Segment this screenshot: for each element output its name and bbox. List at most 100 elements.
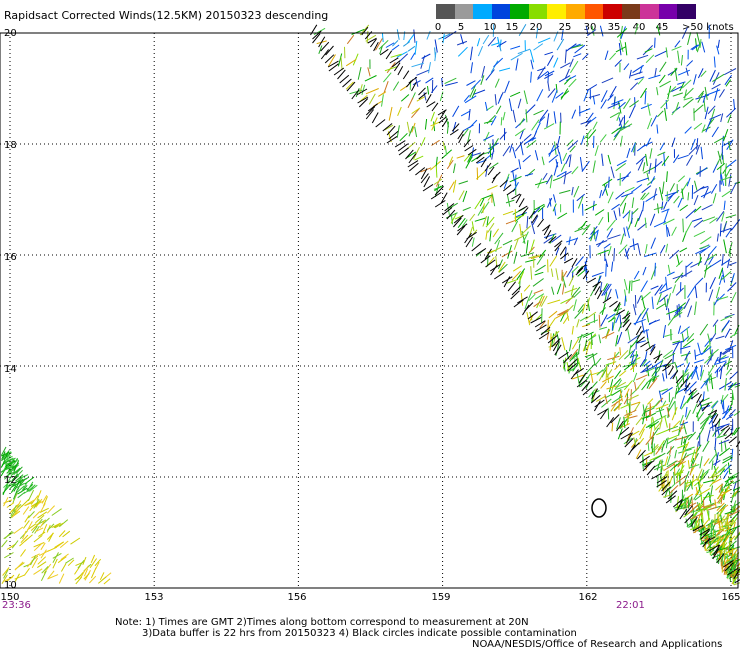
wind-barb (657, 203, 660, 214)
wind-barb (492, 139, 495, 153)
wind-barb (659, 282, 667, 292)
wind-barb (530, 59, 534, 70)
wind-barb (497, 94, 503, 104)
wind-barb (712, 72, 720, 85)
wind-barb (571, 166, 579, 175)
wind-barb (711, 460, 714, 470)
wind-barb (535, 122, 541, 133)
wind-barb (637, 77, 644, 85)
wind-barb (637, 340, 646, 344)
wind-barb (604, 394, 608, 405)
flagged-barb (434, 200, 446, 208)
wind-barb (648, 319, 661, 325)
flagged-barb (639, 455, 650, 464)
wind-barb (727, 382, 734, 391)
scale-label-20: 20 (529, 22, 543, 33)
wind-barb (684, 481, 686, 492)
wind-barb (601, 368, 608, 378)
wind-barb (499, 67, 511, 72)
wind-barb (682, 98, 694, 108)
flagged-barb (636, 336, 645, 344)
wind-barb (52, 552, 62, 559)
wind-barb (690, 508, 704, 513)
wind-barb (630, 184, 643, 193)
wind-barb (640, 87, 648, 99)
wind-barb (720, 495, 723, 505)
wind-barb (669, 463, 678, 472)
wind-barb (637, 210, 643, 221)
wind-barb (697, 257, 703, 266)
wind-barb (607, 102, 621, 109)
flagged-barb (626, 432, 633, 444)
wind-barb (37, 511, 48, 519)
wind-barb (573, 185, 580, 198)
wind-barb (492, 228, 500, 238)
wind-barb (723, 239, 727, 254)
wind-barb (529, 49, 535, 63)
wind-barb (597, 249, 609, 255)
wind-barb (611, 261, 614, 272)
notes: Note: 1) Times are GMT 2)Times along bot… (115, 617, 577, 639)
wind-barb (524, 300, 529, 310)
flagged-barb (369, 38, 377, 48)
flagged-barb (491, 174, 498, 184)
wind-barb (574, 227, 584, 233)
flagged-barb (696, 398, 704, 408)
wind-barb (721, 346, 732, 355)
wind-barb (3, 496, 9, 507)
wind-barb (680, 401, 687, 410)
wind-barb (623, 98, 631, 110)
flagged-barb (667, 490, 678, 500)
wind-barb (489, 230, 492, 242)
wind-barb (666, 171, 668, 183)
wind-barb (702, 216, 716, 222)
wind-barb (708, 412, 718, 425)
wind-barb (548, 317, 556, 328)
wind-barb (517, 48, 531, 55)
wind-barb (696, 427, 705, 440)
flagged-barb (542, 224, 551, 232)
wind-barb (704, 106, 709, 120)
wind-barb (11, 481, 22, 488)
wind-barb (505, 199, 515, 204)
flagged-barb (651, 472, 663, 480)
wind-barb (519, 118, 525, 126)
wind-barb (731, 389, 735, 400)
wind-barb (640, 369, 649, 374)
wind-barb (719, 486, 723, 495)
flagged-barb (518, 198, 525, 208)
wind-barb (60, 563, 67, 572)
wind-barb (645, 153, 648, 166)
flagged-barb (518, 205, 528, 212)
wind-barb (668, 396, 674, 408)
wind-barb (411, 62, 424, 68)
wind-barb (654, 161, 663, 169)
wind-barb (700, 378, 709, 389)
wind-barb (685, 480, 695, 484)
wind-barb (654, 284, 663, 296)
wind-barb (701, 517, 711, 528)
wind-barb (564, 287, 578, 294)
wind-barb (661, 201, 664, 210)
wind-barb (611, 351, 620, 361)
wind-barb (501, 250, 513, 258)
wind-barb (14, 573, 20, 582)
wind-barb (590, 333, 593, 346)
wind-barb (673, 471, 676, 485)
wind-barb (596, 369, 604, 376)
wind-barb (585, 363, 596, 374)
wind-barb (710, 519, 718, 533)
wind-barb (704, 86, 708, 100)
wind-barb (708, 348, 719, 358)
wind-barb (726, 358, 731, 370)
wind-barb (452, 179, 457, 193)
wind-barb (716, 502, 725, 511)
flagged-barb (407, 160, 419, 168)
flagged-barb (679, 508, 688, 520)
wind-barb (577, 357, 582, 372)
wind-barb (398, 53, 409, 63)
wind-barb (582, 331, 594, 338)
wind-barb (684, 362, 691, 373)
wind-barb (637, 243, 641, 256)
flagged-barb (684, 514, 694, 524)
